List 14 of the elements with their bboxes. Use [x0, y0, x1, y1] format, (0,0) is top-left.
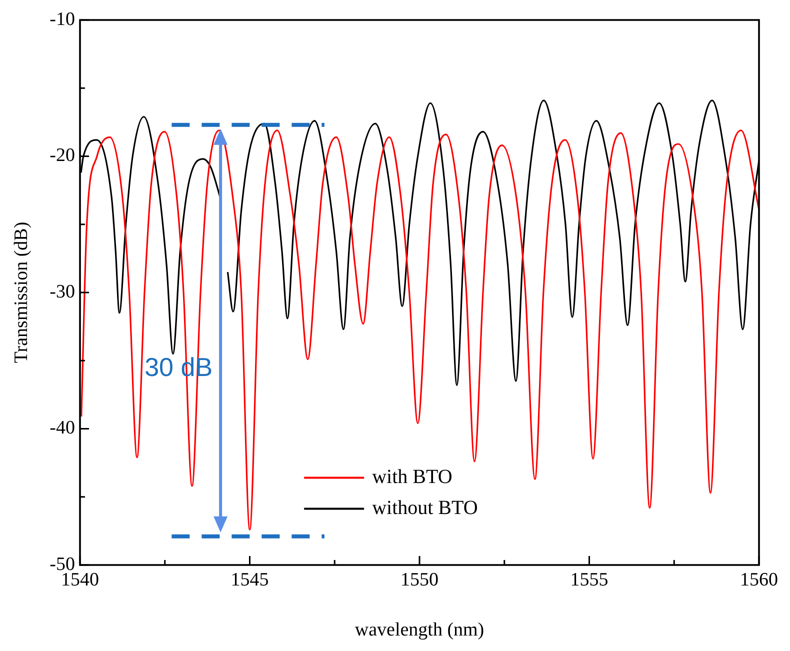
- x-tick-label: 1550: [400, 569, 438, 590]
- x-axis-title: wavelength (nm): [354, 619, 484, 640]
- y-tick-label: -20: [50, 145, 75, 166]
- legend-label: without BTO: [372, 497, 478, 520]
- x-tick-label: 1545: [230, 569, 269, 590]
- y-tick-label: -40: [50, 418, 75, 439]
- x-tick-label: 1560: [740, 569, 778, 590]
- legend-label: with BTO: [372, 466, 452, 488]
- x-tick-label: 1540: [61, 569, 99, 590]
- x-tick-label: 1555: [570, 569, 608, 590]
- y-tick-label: -10: [50, 8, 75, 30]
- line-series: [80, 130, 759, 530]
- y-axis-title: Transmission (dB): [10, 222, 32, 364]
- y-tick-label: -30: [50, 281, 75, 302]
